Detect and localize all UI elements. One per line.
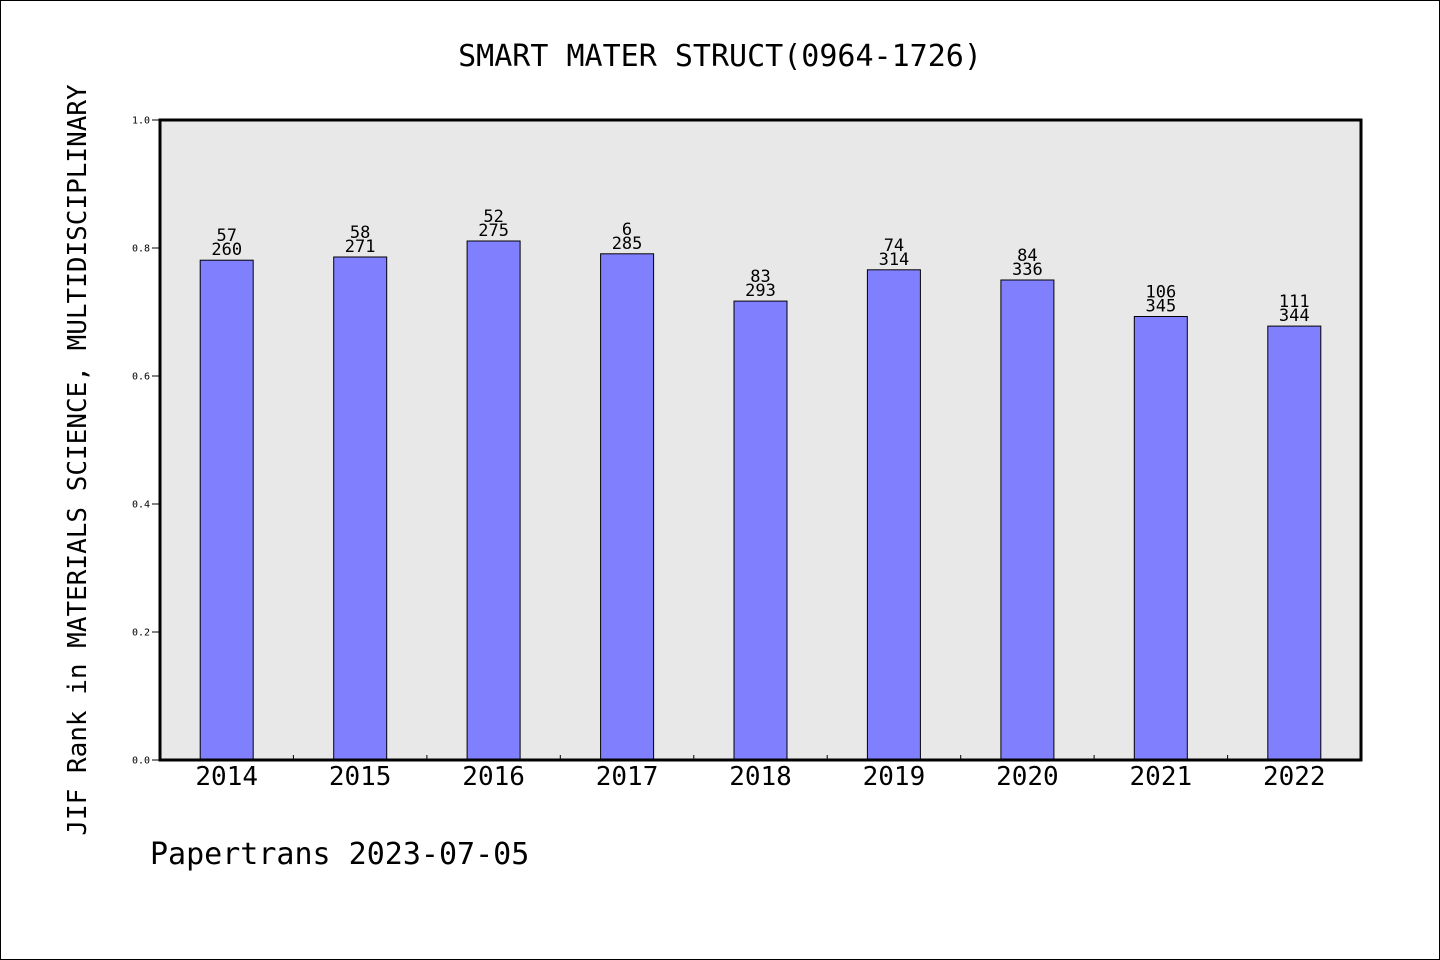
x-tick-label: 2014 bbox=[195, 762, 258, 792]
bar-total-label: 260 bbox=[211, 240, 242, 260]
bar-rank-label: 52 bbox=[483, 207, 503, 227]
y-tick-label: 1.0 bbox=[132, 116, 150, 127]
chart-title: SMART MATER STRUCT(0964-1726) bbox=[458, 39, 982, 74]
y-axis-label: JIF Rank in MATERIALS SCIENCE, MULTIDISC… bbox=[63, 84, 93, 836]
bar-rank-label: 83 bbox=[750, 267, 770, 287]
bar-2019 bbox=[866, 269, 921, 761]
x-tick-label: 2016 bbox=[462, 762, 525, 792]
bar-2016 bbox=[466, 240, 521, 761]
x-tick-label: 2018 bbox=[729, 762, 792, 792]
plot-border bbox=[158, 118, 1363, 762]
bar-total-label: 345 bbox=[1145, 297, 1176, 317]
bar-2022 bbox=[1267, 325, 1322, 761]
y-tick-label: 0.4 bbox=[132, 500, 150, 511]
bar-2017 bbox=[600, 253, 655, 761]
y-tick-label: 0.2 bbox=[132, 628, 150, 639]
y-tick-label: 0.8 bbox=[132, 244, 150, 255]
bar-2021 bbox=[1133, 316, 1188, 761]
bar-rank-label: 57 bbox=[216, 226, 236, 246]
x-tick-label: 2022 bbox=[1263, 762, 1326, 792]
bar-2020 bbox=[1000, 279, 1055, 761]
bar-rank-label: 6 bbox=[622, 220, 632, 240]
footer-credit: Papertrans 2023-07-05 bbox=[150, 837, 529, 872]
x-tick-label: 2019 bbox=[863, 762, 926, 792]
x-tick-label: 2015 bbox=[329, 762, 392, 792]
bar-total-label: 271 bbox=[345, 237, 376, 257]
bar-total-label: 293 bbox=[745, 281, 776, 301]
bar-rank-label: 58 bbox=[350, 223, 370, 243]
bar-rank-label: 106 bbox=[1145, 283, 1176, 303]
x-tick-label: 2020 bbox=[996, 762, 1059, 792]
bar-rank-label: 84 bbox=[1017, 246, 1037, 266]
bar-total-label: 336 bbox=[1012, 260, 1043, 280]
y-tick-label: 0.0 bbox=[132, 756, 150, 767]
bar-rank-label: 74 bbox=[884, 236, 904, 256]
y-tick-label: 0.6 bbox=[132, 372, 150, 383]
y-axis: 0.0 0.2 0.4 0.6 0.8 1.0 bbox=[132, 116, 160, 767]
bar-total-label: 344 bbox=[1279, 306, 1310, 326]
bar-total-label: 285 bbox=[612, 234, 643, 254]
x-tick-label: 2021 bbox=[1130, 762, 1193, 792]
bar-2015 bbox=[333, 256, 388, 761]
bar-rank-label: 111 bbox=[1279, 292, 1310, 312]
bar-2014 bbox=[199, 259, 254, 761]
bar-total-label: 275 bbox=[478, 221, 509, 241]
x-axis: 2014 2015 2016 2017 2018 2019 2020 2021 2022 bbox=[195, 755, 1326, 792]
bar-2018 bbox=[733, 300, 788, 761]
bar-total-label: 314 bbox=[879, 250, 910, 270]
x-tick-label: 2017 bbox=[596, 762, 659, 792]
